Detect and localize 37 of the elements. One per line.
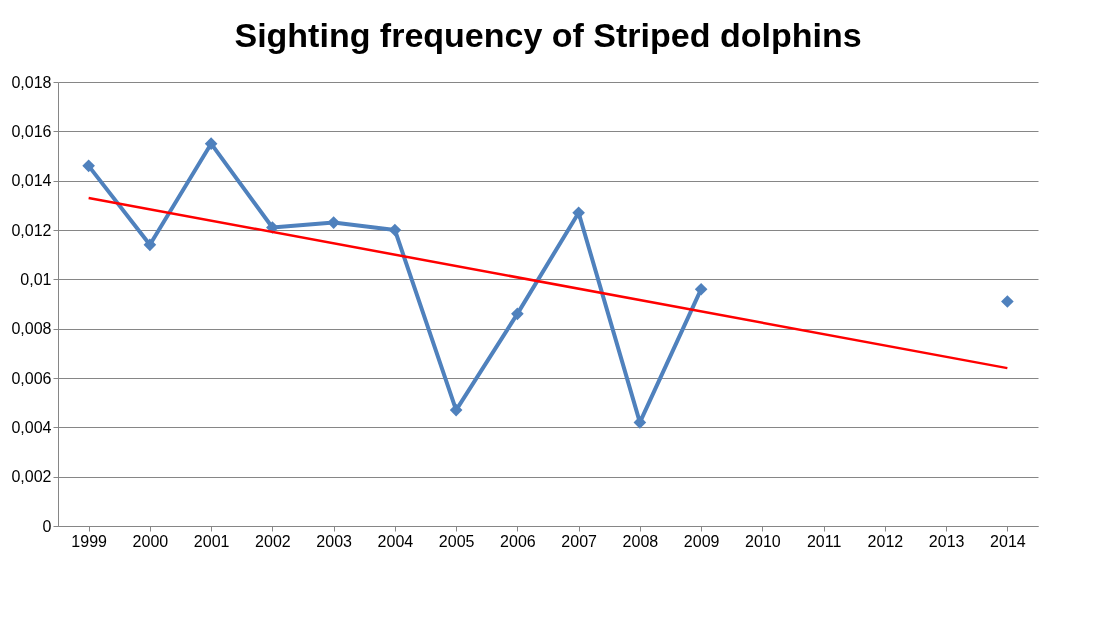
y-tick-label: 0,012 [11, 221, 52, 239]
x-tick-label: 1999 [71, 532, 108, 550]
x-tick-label: 2005 [438, 532, 475, 550]
point [449, 403, 463, 417]
point [511, 307, 524, 321]
x-tick-label: 2006 [500, 532, 536, 550]
point [388, 223, 402, 237]
x-tick-label: 2008 [622, 532, 659, 550]
point [694, 282, 708, 296]
x-tick-label: 2007 [561, 532, 598, 550]
x-tick-label: 2012 [867, 532, 904, 550]
y-tick-label: 0,01 [20, 270, 52, 288]
x-tick-label: 2002 [255, 532, 291, 550]
x-tick-label: 2000 [132, 532, 169, 550]
y-tick-label: 0 [42, 517, 52, 535]
chart-title: Sighting frequency of Striped dolphins [234, 16, 862, 54]
x-tick-label: 2004 [377, 532, 414, 550]
x-tick-label: 2011 [806, 532, 842, 550]
y-tick-label: 0,008 [11, 320, 52, 338]
x-tick-label: 2003 [316, 532, 353, 550]
x-tick-label: 2010 [745, 532, 781, 550]
y-tick-label: 0,014 [11, 172, 52, 190]
point [572, 206, 585, 220]
x-tick-label: 2013 [928, 532, 965, 550]
point [143, 238, 157, 252]
x-tick-label: 2014 [990, 532, 1026, 550]
x-tick-label: 2009 [683, 532, 720, 550]
y-tick-label: 0,018 [11, 73, 52, 91]
point [204, 137, 218, 150]
y-tick-label: 0,016 [11, 122, 52, 140]
point [82, 159, 95, 173]
y-tick-label: 0,004 [11, 418, 52, 436]
point [633, 416, 647, 429]
y-tick-label: 0,002 [11, 468, 52, 486]
point [1001, 295, 1014, 308]
y-tick-label: 0,006 [11, 369, 52, 387]
x-tick-label: 2001 [193, 532, 230, 550]
